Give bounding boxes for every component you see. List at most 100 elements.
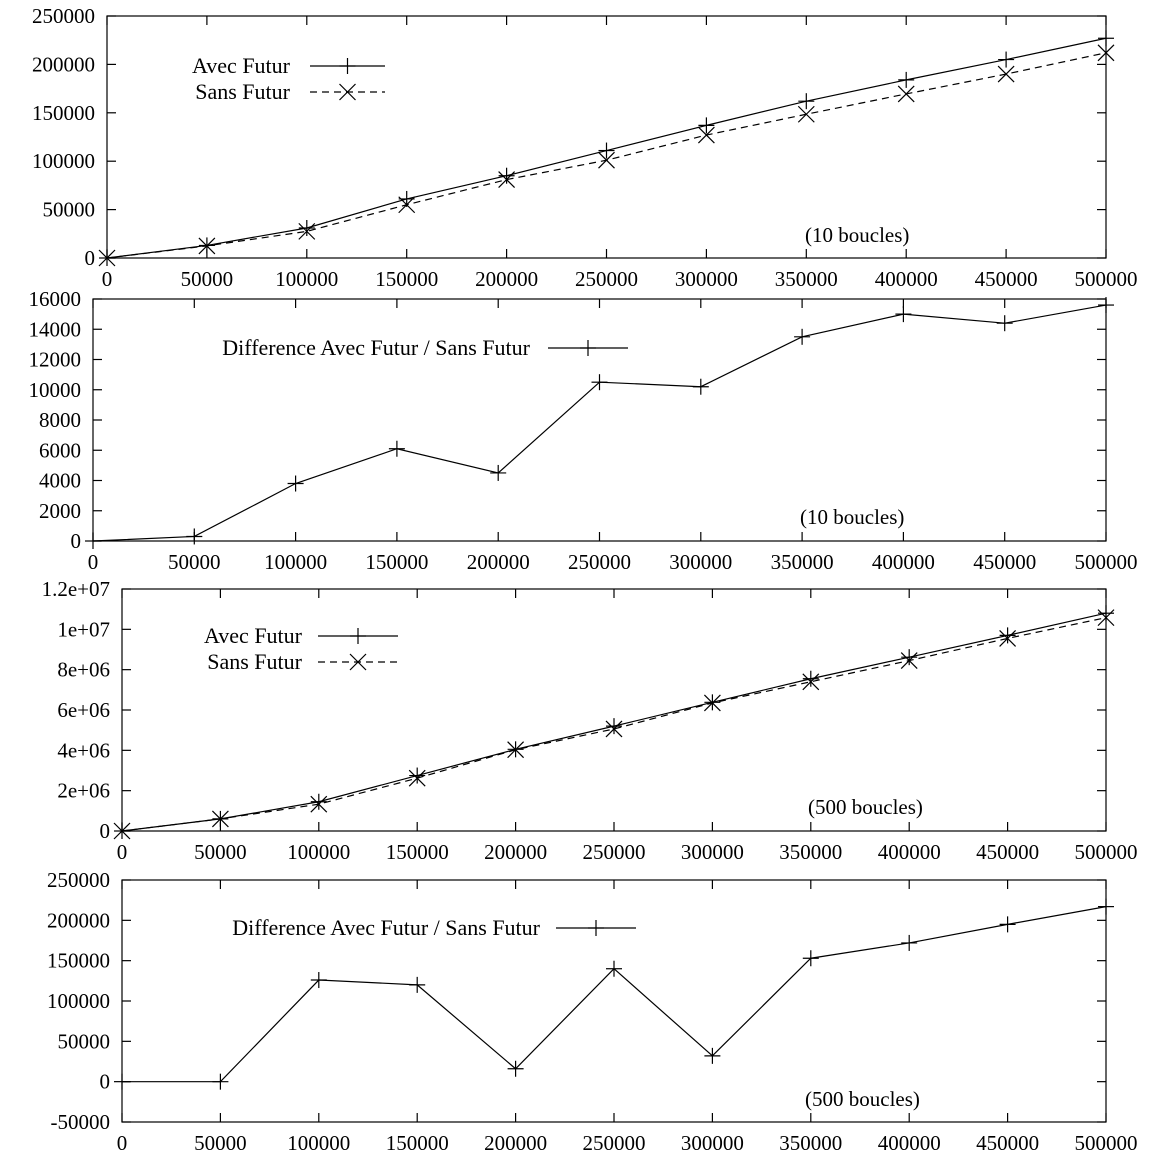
y-tick-label: 50000	[43, 198, 96, 222]
data-point-marker	[298, 222, 316, 240]
chart-annotation: (500 boucles)	[808, 795, 923, 819]
data-point-marker	[802, 673, 820, 691]
x-tick-label: 400000	[878, 1131, 941, 1155]
data-point-marker	[198, 237, 216, 255]
y-tick-label: 12000	[29, 348, 82, 372]
x-tick-label: 500000	[1075, 840, 1138, 864]
data-point-marker	[703, 694, 721, 712]
chart-panel-4: 0 50000 100000 150000 200000 250000 300000 3500…	[47, 868, 1138, 1155]
data-point-marker	[901, 934, 918, 951]
x-tick-label: 0	[117, 1131, 128, 1155]
data-point-marker	[507, 741, 525, 759]
data-point-marker	[408, 769, 426, 787]
y-tick-label: 0	[85, 246, 96, 270]
data-point-marker	[997, 65, 1015, 83]
y-tick-label: 8000	[39, 408, 81, 432]
x-tick-label: 250000	[575, 267, 638, 291]
legend-marker	[588, 920, 604, 936]
data-point-marker	[798, 93, 815, 110]
data-point-marker	[794, 328, 811, 345]
x-tick-label: 150000	[386, 840, 449, 864]
x-tick-label: 200000	[484, 840, 547, 864]
data-point-marker	[999, 916, 1016, 933]
legend-label: Difference Avec Futur / Sans Futur	[232, 915, 540, 940]
y-tick-label: 250000	[32, 4, 95, 28]
data-point-marker	[85, 533, 101, 549]
y-tick-label: 0	[100, 1070, 111, 1094]
legend-label: Sans Futur	[207, 649, 302, 674]
data-point-marker	[692, 378, 709, 395]
chart-annotation: (10 boucles)	[800, 505, 904, 529]
x-tick-label: 400000	[878, 840, 941, 864]
y-tick-label: 8e+06	[57, 658, 110, 682]
y-tick-label: 4e+06	[57, 738, 110, 762]
y-tick-label: 250000	[47, 868, 110, 892]
data-point-marker	[114, 1073, 130, 1090]
data-point-marker	[398, 196, 416, 214]
data-point-marker	[1097, 44, 1115, 62]
data-point-marker	[606, 960, 622, 977]
data-point-marker	[996, 315, 1013, 332]
legend-label: Avec Futur	[204, 623, 303, 648]
data-point-marker	[113, 822, 131, 840]
y-tick-label: 0	[100, 819, 111, 843]
data-point-marker	[409, 976, 426, 993]
y-tick-label: 1.2e+07	[42, 577, 110, 601]
data-point-marker	[388, 440, 405, 457]
data-point-marker	[999, 629, 1017, 647]
x-tick-label: 350000	[779, 1131, 842, 1155]
chart-annotation: (500 boucles)	[805, 1087, 920, 1111]
y-tick-label: 2000	[39, 499, 81, 523]
data-point-marker	[490, 464, 507, 481]
y-tick-label: 10000	[29, 378, 82, 402]
x-tick-label: 200000	[475, 267, 538, 291]
chart-panel-2: 0 50000 100000 150000 200000 250000 300000 3500…	[29, 287, 1138, 574]
x-tick-label: 450000	[976, 1131, 1039, 1155]
data-point-marker	[897, 85, 915, 103]
y-tick-label: 200000	[47, 908, 110, 932]
data-point-marker	[1098, 30, 1114, 47]
data-point-marker	[287, 475, 304, 492]
chart-panel-3: 0 50000 100000 150000 200000 250000 300000 3500…	[42, 577, 1138, 864]
y-tick-label: 200000	[32, 52, 95, 76]
x-tick-label: 300000	[675, 267, 738, 291]
x-tick-label: 350000	[775, 267, 838, 291]
x-tick-label: 350000	[779, 840, 842, 864]
x-tick-label: 0	[117, 840, 128, 864]
y-tick-label: 14000	[29, 317, 82, 341]
data-point-marker	[310, 793, 327, 810]
data-point-marker	[605, 720, 623, 738]
legend-marker	[349, 653, 367, 671]
legend-label: Difference Avec Futur / Sans Futur	[222, 335, 530, 360]
x-tick-label: 100000	[275, 267, 338, 291]
data-point-marker	[98, 249, 116, 267]
x-tick-label: 50000	[181, 267, 234, 291]
x-tick-label: 150000	[365, 550, 428, 574]
x-tick-label: 450000	[976, 840, 1039, 864]
data-point-marker	[598, 142, 615, 159]
x-tick-label: 150000	[386, 1131, 449, 1155]
x-tick-label: 50000	[194, 840, 247, 864]
data-point-marker	[498, 171, 516, 189]
x-tick-label: 200000	[467, 550, 530, 574]
x-tick-label: 450000	[975, 267, 1038, 291]
data-point-marker	[1098, 605, 1114, 622]
data-point-marker	[704, 1047, 721, 1064]
legend-marker	[339, 58, 356, 74]
x-tick-label: 200000	[484, 1131, 547, 1155]
y-tick-label: -50000	[51, 1110, 111, 1134]
data-point-marker	[212, 1073, 229, 1090]
data-point-marker	[1098, 898, 1114, 915]
y-tick-label: 100000	[32, 149, 95, 173]
data-point-marker	[802, 950, 819, 967]
x-tick-label: 250000	[583, 1131, 646, 1155]
data-point-marker	[310, 795, 328, 813]
data-point-marker	[591, 374, 608, 391]
data-point-marker	[898, 71, 915, 88]
y-tick-label: 150000	[32, 101, 95, 125]
x-tick-label: 350000	[771, 550, 834, 574]
x-tick-label: 50000	[194, 1131, 247, 1155]
x-tick-label: 0	[88, 550, 99, 574]
x-tick-label: 250000	[568, 550, 631, 574]
data-point-marker	[797, 105, 815, 123]
